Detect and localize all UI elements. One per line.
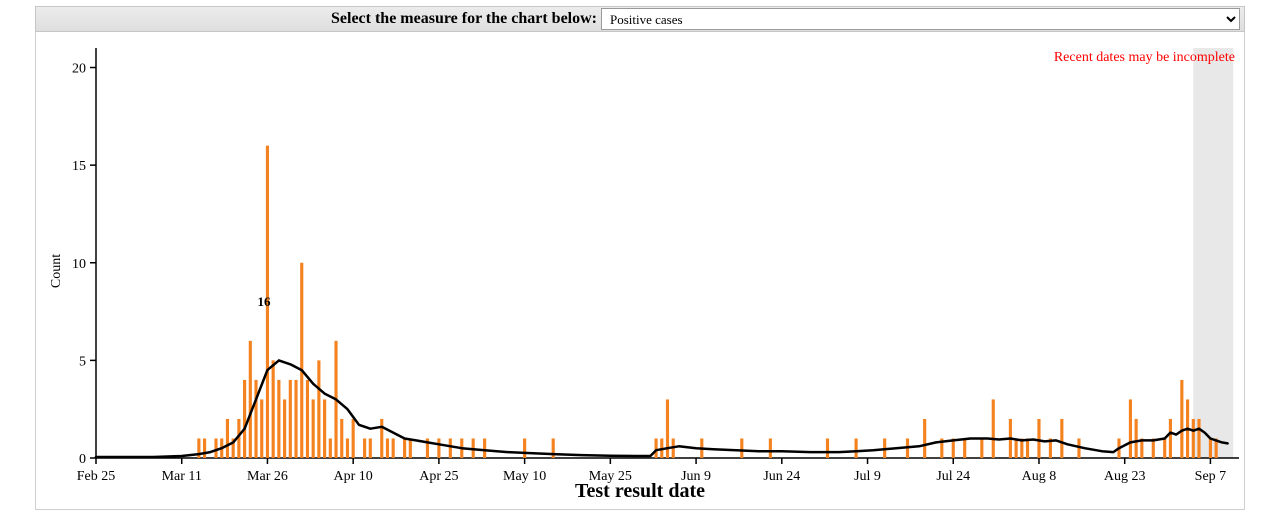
bar — [323, 399, 326, 458]
bar — [923, 419, 926, 458]
bar — [1163, 438, 1166, 458]
bar — [346, 438, 349, 458]
bar — [283, 399, 286, 458]
bar — [1209, 438, 1212, 458]
y-tick-label: 5 — [79, 354, 86, 369]
bar — [272, 360, 275, 458]
measure-select[interactable]: Positive cases — [601, 8, 1240, 30]
bar — [369, 438, 372, 458]
bar — [317, 360, 320, 458]
bar — [340, 419, 343, 458]
recent-shade — [1193, 48, 1233, 458]
bar — [386, 438, 389, 458]
bar — [329, 438, 332, 458]
bar — [289, 380, 292, 458]
bar — [249, 341, 252, 458]
x-axis-label: Test result date — [36, 480, 1244, 503]
bar — [243, 380, 246, 458]
bar — [1192, 419, 1195, 458]
bar — [1026, 438, 1029, 458]
bar — [1197, 419, 1200, 458]
bar — [740, 438, 743, 458]
bar — [363, 438, 366, 458]
bar — [260, 399, 263, 458]
bar — [380, 419, 383, 458]
y-axis-label: Count — [49, 253, 65, 287]
bar — [277, 380, 280, 458]
bar — [312, 399, 315, 458]
bar — [855, 438, 858, 458]
bar — [449, 438, 452, 458]
y-tick-label: 0 — [79, 452, 86, 467]
bar — [1037, 419, 1040, 458]
bar — [1060, 419, 1063, 458]
y-tick-label: 15 — [72, 159, 86, 174]
bar — [352, 419, 355, 458]
bar — [980, 438, 983, 458]
bar — [1180, 380, 1183, 458]
bar — [1135, 419, 1138, 458]
bar — [1015, 438, 1018, 458]
y-tick-label: 10 — [72, 257, 86, 272]
page-root: Select the measure for the chart below: … — [0, 0, 1280, 511]
measure-select-label: Select the measure for the chart below: — [331, 10, 597, 28]
bar — [654, 438, 657, 458]
bar — [306, 380, 309, 458]
bar — [523, 438, 526, 458]
bar — [214, 438, 217, 458]
bar — [963, 438, 966, 458]
control-bar: Select the measure for the chart below: … — [35, 6, 1245, 32]
bar — [1169, 419, 1172, 458]
bar — [769, 438, 772, 458]
bar — [483, 438, 486, 458]
warning-text: Recent dates may be incomplete — [1054, 50, 1235, 66]
bar-annotation: 16 — [257, 294, 270, 310]
bar — [226, 419, 229, 458]
bar — [403, 438, 406, 458]
bar — [300, 263, 303, 458]
chart-container: 05101520Feb 25Mar 11Mar 26Apr 10Apr 25Ma… — [35, 32, 1245, 510]
bar — [437, 438, 440, 458]
bar — [203, 438, 206, 458]
bar — [294, 380, 297, 458]
bar — [409, 438, 412, 458]
bar — [1129, 399, 1132, 458]
bar — [992, 399, 995, 458]
bar — [254, 380, 257, 458]
chart-svg: 05101520Feb 25Mar 11Mar 26Apr 10Apr 25Ma… — [36, 32, 1246, 510]
bar — [826, 438, 829, 458]
bar — [392, 438, 395, 458]
y-tick-label: 20 — [72, 62, 86, 77]
